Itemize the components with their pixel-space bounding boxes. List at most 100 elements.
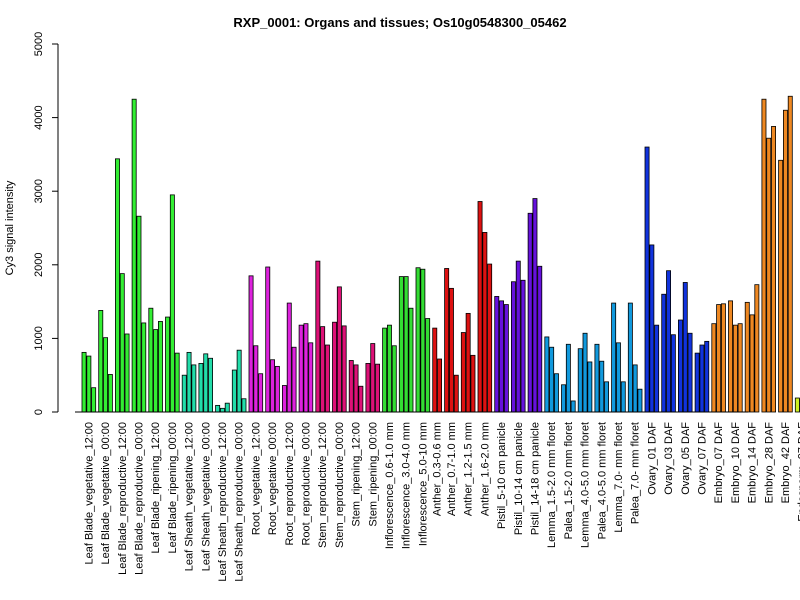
x-tick-label: Inflorescence_5.0-10 mm <box>417 422 429 546</box>
bar <box>721 303 726 413</box>
bar <box>231 369 237 413</box>
bar <box>749 314 755 413</box>
bar <box>258 373 264 413</box>
bar <box>649 244 655 413</box>
bar <box>661 293 667 413</box>
bar <box>420 268 426 413</box>
bar <box>270 359 275 413</box>
bar <box>670 334 676 413</box>
bar <box>637 388 643 413</box>
bar <box>537 265 543 413</box>
bar <box>353 364 359 413</box>
bar <box>370 343 376 413</box>
x-tick-label: Leaf Blade_ripening_12:00 <box>150 422 162 554</box>
bar <box>219 407 225 413</box>
bar <box>544 336 550 413</box>
bar <box>181 374 187 413</box>
bar <box>711 323 717 413</box>
bar <box>103 337 108 413</box>
x-tick-label: Leaf Sheath_reproductive_00:00 <box>234 422 246 582</box>
x-tick-label: Embryo_07 DAF <box>713 422 725 504</box>
bar <box>332 321 337 413</box>
bar <box>532 198 538 413</box>
bar <box>604 381 609 413</box>
x-tick-label: Anther_1.6-2.0 mm <box>479 422 491 516</box>
bar <box>678 319 683 413</box>
bar <box>174 352 180 413</box>
bar <box>744 301 750 413</box>
bar <box>787 95 793 413</box>
bar <box>203 353 209 413</box>
y-tick-label: 0 <box>33 409 45 415</box>
bar <box>169 194 175 413</box>
bar <box>157 321 163 413</box>
bar <box>291 346 297 413</box>
x-tick-label: Leaf Sheath_vegetative_12:00 <box>184 422 196 571</box>
bar <box>348 360 354 413</box>
bar <box>153 329 159 413</box>
bar <box>499 300 504 413</box>
bar <box>728 300 733 413</box>
bar <box>124 333 130 413</box>
x-tick-label: Endosperm_07 DAF <box>797 422 800 522</box>
bar <box>265 266 271 413</box>
bar <box>611 302 617 413</box>
bar <box>248 275 254 413</box>
bar <box>341 325 347 413</box>
bar <box>425 318 431 413</box>
bar <box>432 327 438 413</box>
bar <box>382 327 388 413</box>
bar <box>666 270 671 413</box>
bar <box>453 374 459 413</box>
bar <box>737 323 743 413</box>
bar <box>365 363 371 413</box>
x-tick-label: Embryo_42 DAF <box>780 422 792 504</box>
bar <box>444 268 450 413</box>
x-tick-label: Palea_7.0- mm floret <box>630 422 642 524</box>
bar <box>403 276 409 413</box>
bar <box>627 302 633 413</box>
bar <box>554 373 559 413</box>
bar <box>570 400 576 413</box>
x-tick-label: Ovary_01 DAF <box>646 422 658 495</box>
bar <box>320 326 326 413</box>
bar <box>98 310 104 413</box>
bar <box>761 98 767 413</box>
bar <box>487 263 493 413</box>
bar <box>119 273 125 413</box>
bar <box>298 324 304 413</box>
bar <box>510 281 516 413</box>
x-tick-label: Lemma_4.0-5.0 mm floret <box>580 422 592 548</box>
bar <box>191 364 197 413</box>
bar <box>477 201 483 413</box>
bar <box>587 361 593 413</box>
bar <box>241 398 247 413</box>
bar <box>644 146 650 413</box>
x-tick-labels: Leaf Blade_vegetative_12:00 Leaf Blade_ve… <box>83 422 800 582</box>
bar <box>303 323 309 413</box>
chart-title: RXP_0001: Organs and tissues; Os10g05483… <box>233 15 566 30</box>
bar <box>771 126 776 413</box>
bar <box>186 351 192 413</box>
x-tick-label: Pistil_5-10 cm panicle <box>496 422 508 529</box>
bar <box>224 402 230 413</box>
bar <box>632 364 638 413</box>
bar <box>482 232 488 413</box>
bar <box>198 363 204 413</box>
x-tick-label: Stem_ripening_12:00 <box>351 422 363 527</box>
bar <box>391 345 397 413</box>
x-tick-label: Leaf Sheath_reproductive_12:00 <box>217 422 229 582</box>
bar <box>375 363 380 413</box>
y-tick-label: 2000 <box>33 253 45 277</box>
bar <box>599 360 605 413</box>
bar <box>131 98 137 413</box>
bar <box>620 381 626 413</box>
x-tick-label: Lemma_7.0- mm floret <box>613 422 625 533</box>
bar <box>503 304 509 413</box>
x-tick-label: Root_reproductive_12:00 <box>284 422 296 546</box>
x-tick-label: Leaf Blade_vegetative_12:00 <box>83 422 95 565</box>
bar <box>358 385 364 413</box>
bar <box>308 342 314 413</box>
bar <box>215 404 221 413</box>
